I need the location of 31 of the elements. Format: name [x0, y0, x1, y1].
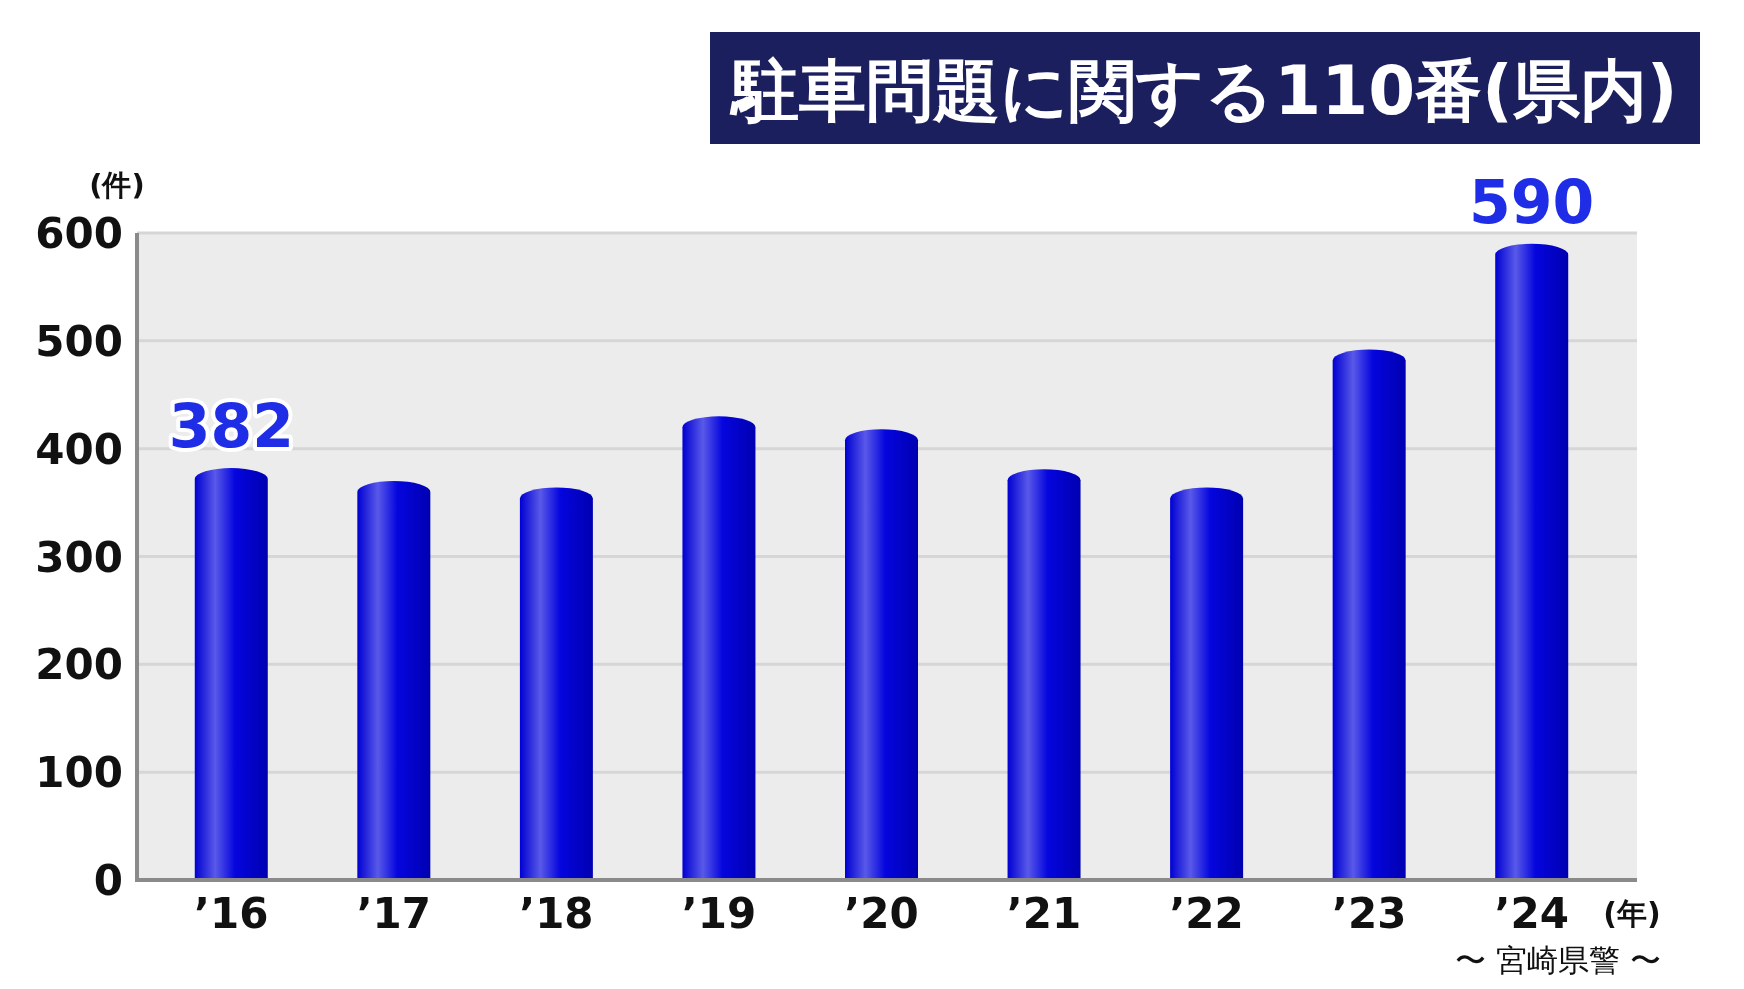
- bar: [1170, 487, 1244, 880]
- bar: [357, 481, 431, 880]
- chart-title: 駐車問題に関する110番(県内): [729, 51, 1678, 130]
- bar: [194, 468, 268, 880]
- y-tick-label: 0: [93, 856, 123, 905]
- x-tick-label: ’17: [356, 889, 432, 938]
- y-tick-label: 300: [35, 532, 123, 582]
- bar: [1332, 349, 1406, 880]
- x-tick-label: ’23: [1331, 889, 1407, 938]
- bar: [1007, 469, 1081, 880]
- text: 〜 宮崎県警 〜: [1455, 942, 1661, 978]
- y-tick-label: 600: [35, 209, 123, 258]
- x-tick-label: ’19: [681, 889, 757, 938]
- bar: [682, 416, 756, 880]
- x-tick-label: ’21: [1006, 889, 1082, 938]
- y-axis-title: (件): [89, 168, 145, 202]
- x-tick-label: ’24: [1494, 889, 1569, 938]
- bar: [845, 429, 918, 880]
- x-tick-label: ’20: [844, 889, 919, 938]
- bar: [519, 487, 593, 880]
- x-tick-label: ’18: [519, 889, 594, 938]
- x-axis-title: (年): [1603, 896, 1661, 931]
- x-tick-label: ’16: [194, 889, 269, 938]
- data-label: 382: [168, 391, 294, 462]
- bar: [1495, 243, 1569, 880]
- y-tick-label: 200: [35, 640, 123, 690]
- y-tick-label: 100: [35, 748, 123, 798]
- data-label: 590: [1469, 166, 1595, 237]
- y-tick-label: 400: [35, 424, 123, 474]
- y-tick-label: 500: [35, 316, 123, 366]
- x-tick-label: ’22: [1169, 889, 1244, 938]
